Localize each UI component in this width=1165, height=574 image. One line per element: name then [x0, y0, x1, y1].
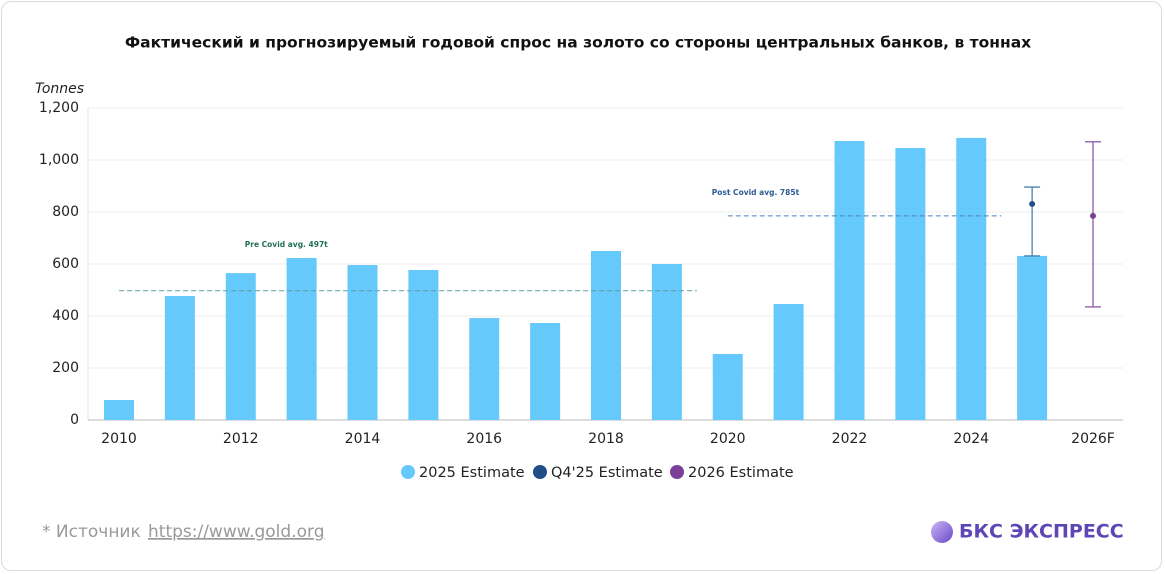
- brand-logo: [931, 521, 953, 543]
- y-tick-label: 0: [70, 412, 79, 428]
- bar: [956, 137, 987, 420]
- point: [1090, 212, 1096, 219]
- source-link[interactable]: https://www.gold.org: [148, 522, 324, 542]
- bar: [408, 269, 439, 420]
- x-tick-label: 2014: [345, 431, 381, 447]
- x-tick-label: 2024: [953, 431, 989, 447]
- x-tick-label: 2026F: [1071, 431, 1115, 447]
- chart-title: Фактический и прогнозируемый годовой спр…: [125, 34, 1031, 52]
- bar: [651, 264, 682, 420]
- bar: [347, 265, 378, 420]
- legend-marker: [533, 465, 547, 479]
- x-tick-label: 2012: [223, 431, 259, 447]
- y-tick-label: 1,200: [39, 100, 79, 116]
- x-tick-label: 2020: [710, 431, 746, 447]
- bar: [164, 295, 195, 420]
- reference-label: Pre Covid avg. 497t: [245, 240, 328, 249]
- y-tick-label: 200: [52, 360, 79, 376]
- y-tick-label: 1,000: [39, 152, 79, 168]
- bar: [773, 304, 804, 420]
- bar: [469, 318, 500, 420]
- bar: [834, 141, 865, 420]
- bar: [286, 258, 317, 420]
- reference-label: Post Covid avg. 785t: [712, 188, 800, 197]
- x-tick-label: 2016: [466, 431, 502, 447]
- legend-label: 2025 Estimate: [419, 465, 525, 481]
- legend-label: 2026 Estimate: [688, 465, 794, 481]
- x-tick-label: 2018: [588, 431, 624, 447]
- legend-label: Q4'25 Estimate: [551, 465, 663, 481]
- y-tick-label: 800: [52, 204, 79, 220]
- legend-marker: [670, 465, 684, 479]
- y-tick-label: 600: [52, 256, 79, 272]
- bar: [530, 323, 561, 420]
- legend-marker: [401, 465, 415, 479]
- bar: [104, 399, 134, 420]
- bar: [712, 353, 743, 420]
- y-tick-label: 400: [52, 308, 79, 324]
- bar: [1017, 255, 1048, 420]
- x-tick-label: 2022: [832, 431, 868, 447]
- bar: [591, 251, 621, 420]
- x-tick-label: 2010: [101, 431, 137, 447]
- source-prefix: * Источник: [42, 522, 141, 542]
- y-axis-label: Tonnes: [35, 81, 84, 97]
- bar: [895, 148, 926, 421]
- brand: БКС ЭКСПРЕСС: [959, 521, 1124, 543]
- bar: [225, 273, 256, 420]
- point: [1029, 200, 1036, 207]
